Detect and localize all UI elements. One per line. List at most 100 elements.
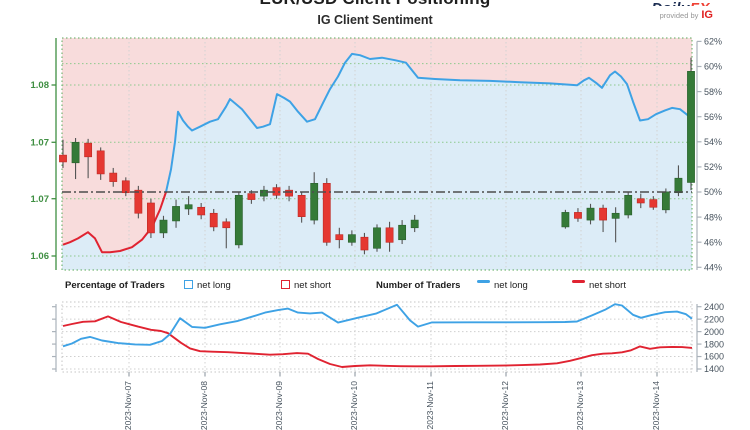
date-label: 2023-Nov-11: [425, 381, 435, 430]
net-short-count-line: [62, 315, 693, 368]
candle-bullish: [159, 219, 168, 234]
candle-bearish: [636, 198, 645, 204]
candle-bullish: [410, 219, 419, 229]
count-tick-label: 2000: [704, 327, 724, 337]
candle-bullish: [373, 227, 381, 249]
date-label: 2023-Nov-10: [349, 381, 359, 430]
candle-bearish: [335, 234, 344, 241]
price-tick-label: 1.08: [31, 80, 50, 91]
page-title-clipped: EUR/USD Client Positioning: [0, 0, 750, 10]
dailyfx-logo-daily: Daily: [651, 0, 689, 6]
net-long-percent-line: [165, 52, 693, 193]
date-label: 2023-Nov-13: [575, 381, 585, 430]
candle-bullish: [71, 141, 80, 164]
date-label: 2023-Nov-12: [500, 381, 510, 430]
percent-tick-label: 50%: [704, 187, 722, 197]
chart-subtitle: IG Client Sentiment: [317, 13, 433, 27]
percent-tick-label: 58%: [704, 87, 722, 97]
candle-bullish: [260, 189, 268, 197]
price-tick-label: 1.07: [31, 194, 50, 205]
candle-bearish: [209, 212, 218, 228]
candle-bullish: [347, 234, 356, 243]
candle-bearish: [147, 202, 155, 234]
candle-bearish: [84, 142, 93, 158]
percent-tick-label: 48%: [704, 212, 722, 222]
legend-net-short-percent-label: net short: [294, 280, 331, 291]
candle-bearish: [297, 194, 306, 217]
candle-bullish: [661, 191, 670, 211]
percent-tick-label: 62%: [704, 37, 722, 47]
candle-bearish: [649, 199, 658, 208]
percent-tick-label: 56%: [704, 112, 722, 122]
count-tick-label: 2400: [704, 302, 724, 312]
candle-bearish: [96, 150, 105, 175]
legend-group1-label: Percentage of Traders: [65, 280, 165, 291]
legend-net-short-count-label: net short: [589, 280, 626, 291]
candle-bearish: [360, 236, 369, 251]
candle-bullish: [674, 177, 683, 194]
candle-bearish: [599, 207, 607, 221]
legend-net-long-count-label: net long: [494, 280, 528, 291]
date-label: 2023-Nov-09: [274, 381, 284, 430]
count-tick-label: 1600: [704, 352, 724, 362]
candle-bullish: [398, 224, 407, 241]
count-axis: 1400 1600 1800 2000 2200 2400: [52, 302, 724, 374]
provided-by: provided by IG: [660, 9, 713, 21]
candle-bearish: [121, 180, 130, 194]
net-long-percent-swatch: [184, 280, 193, 289]
candle-bearish: [247, 193, 256, 200]
main-chart: [59, 37, 695, 372]
candle-bullish: [611, 212, 620, 219]
count-tick-label: 1800: [704, 339, 724, 349]
page-title: EUR/USD Client Positioning: [0, 0, 750, 9]
legend-group2-label: Number of Traders: [376, 280, 461, 291]
candle-bullish: [687, 71, 695, 183]
candle-bullish: [586, 207, 595, 221]
price-tick-label: 1.07: [31, 137, 50, 148]
count-tick-label: 2200: [704, 314, 724, 324]
percent-tick-label: 52%: [704, 162, 722, 172]
percent-tick-label: 44%: [704, 263, 722, 273]
provided-by-text: provided by: [659, 11, 699, 20]
date-label: 2023-Nov-14: [651, 381, 661, 430]
candlesticks: [59, 57, 695, 255]
candle-bearish: [322, 183, 331, 243]
candle-bearish: [222, 221, 231, 229]
net-short-count-swatch: [572, 280, 585, 283]
chart-legend: Percentage of Traders net long net short…: [0, 279, 750, 293]
legend-net-long-percent-label: net long: [197, 280, 231, 291]
percent-tick-label: 46%: [704, 237, 722, 247]
percent-tick-label: 54%: [704, 137, 722, 147]
candle-bullish: [624, 194, 633, 216]
number-of-traders-chart: [61, 301, 693, 373]
ig-logo: IG: [701, 9, 713, 21]
candle-bearish: [59, 154, 67, 163]
fill-above-sentiment-line: [62, 38, 692, 253]
date-label: 2023-Nov-07: [123, 381, 133, 430]
candle-bullish: [561, 212, 570, 228]
candle-bearish: [197, 206, 206, 216]
candle-bullish: [184, 204, 193, 210]
net-short-percent-swatch: [281, 280, 290, 289]
date-label: 2023-Nov-08: [199, 381, 209, 430]
date-axis: 2023-Nov-07 2023-Nov-08 2023-Nov-09 2023-No…: [123, 372, 661, 430]
candle-bearish: [134, 189, 143, 214]
price-axis: 1.08 1.07 1.07 1.06: [31, 38, 57, 270]
dailyfx-logo-fx: FX: [690, 0, 710, 6]
net-long-count-line: [62, 303, 693, 348]
candle-bullish: [172, 206, 180, 222]
candle-bearish: [109, 172, 118, 182]
dailyfx-logo: DailyFX: [590, 0, 710, 6]
candle-bearish: [285, 189, 293, 197]
candle-bullish: [234, 194, 243, 246]
candle-bearish: [574, 212, 582, 219]
net-long-count-swatch: [477, 280, 490, 283]
candle-bearish: [385, 227, 394, 243]
percent-tick-label: 60%: [704, 62, 722, 72]
candle-bullish: [310, 183, 319, 221]
price-tick-label: 1.06: [31, 251, 50, 262]
count-tick-label: 1400: [704, 364, 724, 374]
percent-axis: 44% 46% 48% 50% 52% 54% 56% 58% 60% 62%: [696, 37, 722, 273]
